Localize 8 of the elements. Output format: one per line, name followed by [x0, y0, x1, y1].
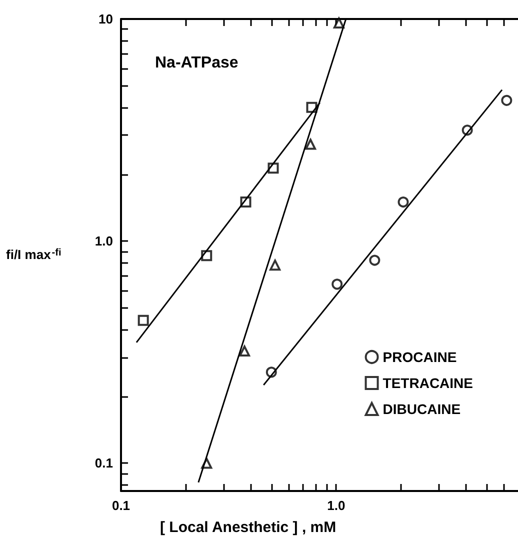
- text: Na-ATPase: [155, 54, 238, 72]
- legend-label: PROCAINE: [382, 349, 457, 365]
- legend-label: DIBUCAINE: [382, 401, 461, 417]
- x-axis-title: [ Local Anesthetic ] , mM: [160, 519, 336, 536]
- y-tick-label: 10: [98, 12, 113, 26]
- y-tick-label: 0.1: [94, 456, 113, 471]
- y-tick-label: 1.0: [94, 234, 113, 249]
- legend-label: TETRACAINE: [382, 375, 474, 391]
